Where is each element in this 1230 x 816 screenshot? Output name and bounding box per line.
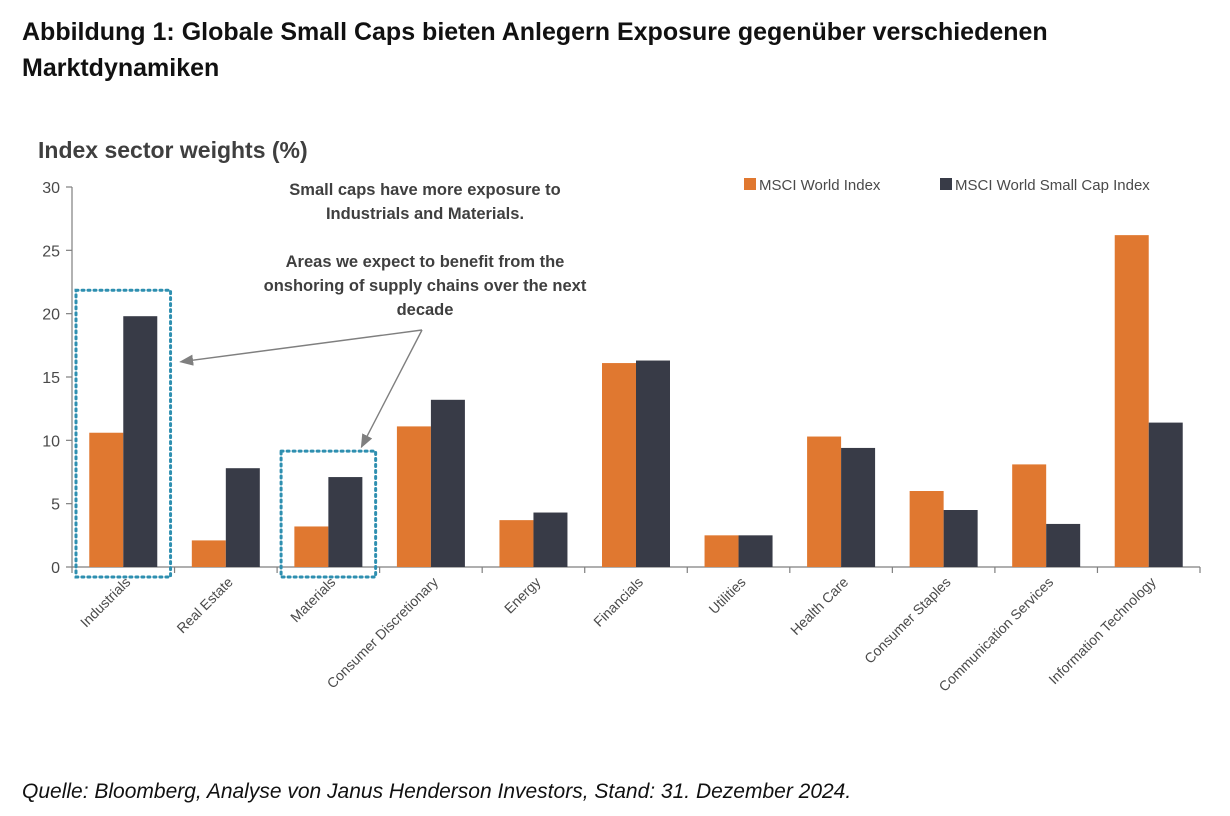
bar-msci-world-materials [294, 526, 329, 567]
bar-msci-small-cap-communication-services [1046, 523, 1081, 567]
legend-label: MSCI World Index [759, 177, 881, 194]
category-label: Real Estate [173, 574, 236, 637]
category-label: Consumer Staples [861, 574, 954, 667]
bar-msci-world-financials [602, 363, 636, 567]
bar-msci-world-industrials [89, 432, 124, 567]
category-label: Information Technology [1045, 574, 1158, 687]
y-tick-label: 20 [42, 307, 60, 324]
bar-msci-small-cap-utilities [738, 535, 773, 567]
category-label: Utilities [705, 574, 748, 617]
legend-swatch [940, 178, 952, 190]
bar-msci-world-communication-services [1012, 464, 1047, 567]
category-label: Financials [590, 574, 646, 630]
chart-title: Index sector weights (%) [38, 137, 308, 163]
source-note: Quelle: Bloomberg, Analyse von Janus Hen… [22, 780, 852, 803]
bar-msci-world-consumer-staples [909, 491, 944, 567]
category-label: Energy [501, 574, 544, 617]
figure-title: Abbildung 1: Globale Small Caps bieten A… [22, 18, 1048, 82]
bar-msci-world-consumer-discretionary [396, 426, 431, 567]
annotation-text: Industrials and Materials. [326, 205, 524, 223]
annotation-arrow [360, 329, 423, 449]
annotation-text: Small caps have more exposure to [289, 181, 560, 199]
axes: 0 5 10 15 20 25 30 [42, 180, 1201, 577]
bars [89, 235, 1183, 567]
legend-swatch [744, 178, 756, 190]
category-label: Communication Services [935, 574, 1056, 695]
annotations: Small caps have more exposure to Industri… [179, 181, 587, 449]
category-label: Consumer Discretionary [324, 574, 442, 692]
category-labels: Industrials Real Estate MaterialsConsumer … [77, 574, 1159, 695]
annotation-text: onshoring of supply chains over the next [264, 277, 587, 295]
highlight-box-materials [279, 449, 378, 579]
y-tick-label: 10 [42, 433, 60, 450]
bar-msci-world-utilities [704, 535, 739, 567]
bar-msci-small-cap-financials [636, 360, 670, 567]
bar-msci-world-information-technology [1114, 235, 1149, 567]
bar-msci-world-real-estate [191, 540, 226, 567]
legend-label: MSCI World Small Cap Index [955, 177, 1150, 194]
y-tick-label: 30 [42, 180, 60, 197]
bar-msci-small-cap-consumer-discretionary [430, 399, 465, 567]
legend: MSCI World Index MSCI World Small Cap Ind… [744, 177, 1150, 194]
y-tick-label: 0 [51, 560, 60, 577]
y-tick-label: 5 [51, 497, 60, 514]
bar-msci-small-cap-health-care [841, 447, 876, 567]
y-tick-label: 15 [42, 370, 60, 387]
highlight-boxes [74, 288, 378, 579]
annotation-text: Areas we expect to benefit from the [286, 253, 565, 271]
bar-msci-small-cap-consumer-staples [943, 510, 978, 567]
bar-msci-small-cap-energy [533, 512, 568, 567]
highlight-box-industrials [74, 288, 173, 579]
bar-msci-small-cap-industrials [123, 316, 158, 567]
bar-msci-small-cap-information-technology [1148, 422, 1183, 567]
annotation-text: decade [397, 301, 454, 319]
y-tick-label: 25 [42, 243, 60, 260]
bar-msci-world-energy [499, 520, 534, 567]
bar-msci-small-cap-real-estate [225, 468, 260, 567]
bar-msci-world-health-care [807, 436, 842, 567]
category-label: Industrials [77, 574, 133, 630]
bar-msci-small-cap-materials [328, 477, 363, 567]
annotation-arrow [179, 329, 423, 366]
category-label: Materials [287, 574, 338, 625]
category-label: Health Care [787, 574, 851, 638]
